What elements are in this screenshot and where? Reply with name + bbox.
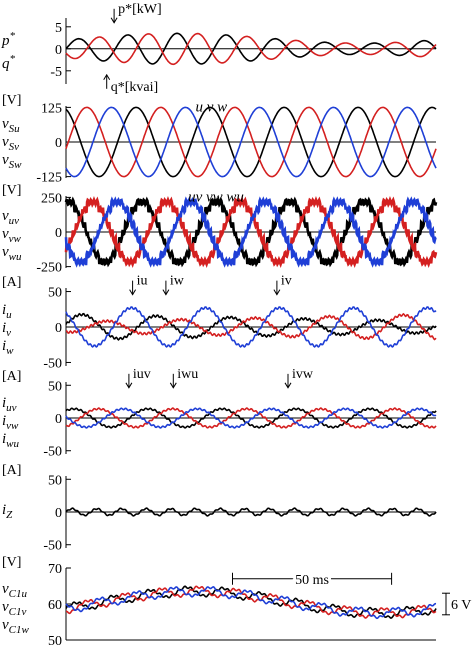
series-vC1v — [66, 585, 437, 619]
y-tick-label: 60 — [48, 598, 62, 613]
y-tick-label: 0 — [55, 226, 62, 241]
series-q* — [65, 32, 437, 66]
y-tick-label: -50 — [43, 356, 62, 371]
annotation-label: p*[kW] — [118, 2, 162, 17]
series-ivw — [65, 407, 437, 429]
series-label: vC1w — [2, 617, 30, 636]
arrow-head — [129, 289, 137, 296]
annotation-label: q*[kvai] — [111, 80, 158, 95]
unit-label: [V] — [2, 93, 21, 108]
y-tick-label: 0 — [55, 136, 62, 151]
arrow-head — [162, 289, 170, 296]
series-vwu — [64, 196, 437, 268]
y-tick-label: -250 — [36, 261, 62, 276]
series-iZ — [65, 507, 437, 517]
y-tick-label: 50 — [48, 634, 62, 648]
annotation-label: iu — [137, 274, 148, 289]
series-iwu — [65, 407, 437, 429]
unit-label: [V] — [2, 183, 21, 198]
annotation-label: u v w — [196, 99, 228, 115]
y-tick-label: -125 — [36, 171, 62, 186]
y-tick-label: -50 — [43, 539, 62, 554]
series-p* — [65, 32, 437, 65]
annotation-label: iv — [281, 274, 292, 289]
series-label: p* — [1, 30, 16, 49]
annotation-label: iuv — [133, 367, 151, 382]
series-label: vwu — [2, 244, 22, 263]
series-vSw — [65, 106, 437, 178]
series-label: iZ — [2, 502, 13, 521]
series-label: iw — [2, 338, 14, 357]
series-label: vSv — [2, 134, 19, 153]
series-label: vC1v — [2, 599, 27, 618]
annotation-label: ivw — [292, 367, 314, 382]
arrow-head — [125, 382, 133, 389]
y-tick-label: 50 — [48, 473, 62, 488]
y-tick-label: 50 — [48, 379, 62, 394]
arrow-head — [103, 73, 111, 81]
arrow-head — [284, 382, 292, 389]
series-label: q* — [2, 53, 16, 72]
series-vSu — [65, 106, 437, 178]
series-vSv — [65, 106, 437, 178]
series-label: vC1u — [2, 581, 28, 600]
arrow-head — [169, 382, 177, 389]
y-tick-label: 0 — [55, 321, 62, 336]
series-label: iu — [2, 302, 12, 321]
unit-label: [A] — [2, 369, 21, 384]
annotation-label: uv vw wu — [188, 189, 244, 205]
y-tick-label: 0 — [55, 412, 62, 427]
panel-pq: 5 0 -5 p* q* p*[kW] q*[kvai] — [1, 2, 437, 95]
series-vvw — [64, 195, 438, 269]
y-tick-label: -5 — [50, 65, 62, 80]
series-label: vSu — [2, 116, 20, 135]
unit-label: [V] — [2, 555, 21, 570]
series-iw — [65, 306, 437, 348]
series-iv — [65, 312, 437, 341]
y-tick-label: 0 — [55, 43, 62, 58]
series-label: vSw — [2, 152, 22, 171]
voltage-span-label: 6 V — [451, 598, 471, 613]
y-tick-label: 125 — [41, 101, 62, 116]
series-iuv — [65, 407, 437, 429]
series-label: iv — [2, 320, 11, 339]
series-label: iwu — [2, 431, 20, 450]
y-tick-label: 250 — [41, 191, 62, 206]
annotation-label: iwu — [177, 367, 198, 382]
annotation-label: iw — [170, 274, 185, 289]
arrow-head — [110, 17, 118, 24]
panel-iz: 50 0 -50 [A] iZ — [2, 463, 437, 554]
series-label: iuv — [2, 395, 17, 414]
unit-label: [A] — [2, 463, 21, 478]
y-tick-label: -50 — [43, 445, 62, 460]
series-vC1u — [65, 585, 437, 619]
series-vuv — [64, 196, 438, 268]
series-label: ivw — [2, 413, 19, 432]
y-tick-label: 0 — [55, 506, 62, 521]
y-tick-label: 5 — [55, 21, 62, 36]
y-tick-label: 70 — [48, 562, 62, 577]
y-tick-label: 50 — [48, 286, 62, 301]
series-vC1w — [65, 586, 437, 620]
time-span-label: 50 ms — [295, 573, 329, 588]
series-label: vvw — [2, 226, 22, 245]
series-label: vuv — [2, 208, 19, 227]
unit-label: [A] — [2, 275, 21, 290]
series-iu — [65, 312, 437, 341]
arrow-head — [273, 289, 281, 296]
